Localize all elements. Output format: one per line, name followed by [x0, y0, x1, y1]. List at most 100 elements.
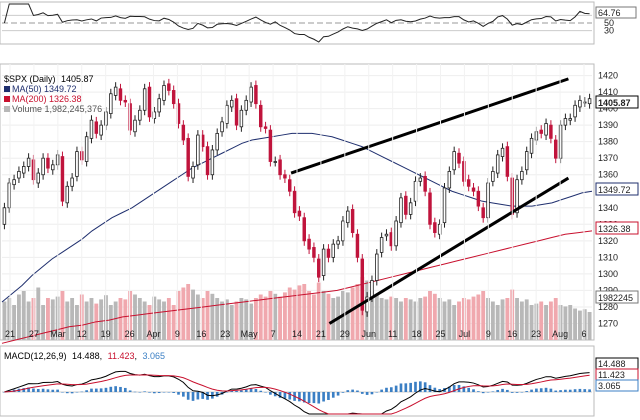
x-tick-label: 11 — [388, 329, 397, 339]
candle-body — [142, 88, 147, 111]
candle-body — [249, 86, 253, 103]
candle-body — [41, 157, 45, 176]
candle-body — [118, 88, 123, 101]
macd-hist-bar — [240, 390, 243, 392]
macd-hist-bar — [80, 391, 84, 393]
macd-hist-bar — [438, 389, 441, 392]
macd-hist-bar — [564, 389, 567, 392]
volume-bar — [316, 282, 321, 340]
candle-body — [539, 129, 543, 134]
candle-body — [186, 137, 190, 177]
volume-bar — [16, 294, 21, 340]
volume-bar — [195, 294, 200, 340]
candle-body — [544, 123, 548, 136]
candle-body — [65, 185, 70, 204]
candle-body — [331, 243, 336, 258]
macd-hist-bar — [114, 386, 117, 392]
macd-hist-bar — [32, 388, 35, 392]
volume-bar — [21, 291, 26, 340]
candle-body — [399, 197, 403, 224]
candle-body — [307, 238, 311, 250]
candle-body — [273, 161, 277, 163]
candle-body — [495, 154, 500, 174]
volume-bar — [481, 291, 486, 340]
macd-hist-bar — [452, 385, 456, 392]
candle-body — [442, 187, 447, 224]
candle-body — [500, 147, 505, 157]
macd-hist-bar — [573, 389, 577, 392]
volume-bar — [413, 301, 418, 340]
volume-bar — [108, 305, 113, 340]
macd-hist-bar — [269, 392, 272, 395]
candle-body — [312, 247, 316, 258]
candle-body — [147, 86, 152, 118]
macd-hist-bar — [549, 388, 553, 392]
candle-body — [133, 119, 137, 133]
volume-bar — [403, 298, 408, 340]
candle-body — [278, 159, 282, 176]
candle-body — [370, 280, 374, 298]
y-tick-label: 1290 — [598, 285, 618, 295]
volume-bar — [423, 296, 428, 340]
volume-bar — [166, 298, 171, 340]
candle-body — [423, 175, 427, 192]
macd-hist-bar — [191, 392, 195, 401]
candle-body — [181, 124, 186, 141]
macd-hist-bar — [588, 389, 591, 392]
volume-bar — [379, 298, 384, 340]
volume-bar — [253, 298, 258, 340]
volume-bar — [345, 292, 350, 340]
macd-hist-bar — [51, 389, 55, 392]
candle-body — [288, 179, 292, 192]
candle-body — [234, 98, 239, 126]
candle-body — [568, 118, 572, 121]
legend-ma50-swatch — [4, 86, 10, 92]
macd-hist-bar — [230, 390, 234, 392]
channel-lower-line — [328, 176, 570, 325]
candle-body — [326, 248, 331, 258]
macd-hist-bar — [172, 392, 176, 393]
candle-body — [336, 240, 340, 245]
candle-body — [341, 220, 345, 242]
channel-upper-line — [290, 77, 569, 175]
macd-hist-bar — [41, 388, 45, 392]
macd-hist-bar — [75, 391, 79, 393]
macd-hist-bar — [215, 392, 219, 397]
x-tick-label: May — [241, 329, 259, 339]
volume-bar — [244, 299, 249, 340]
macd-hist-bar — [491, 391, 495, 392]
candle-body — [75, 151, 79, 177]
macd-hist-bar — [423, 382, 427, 392]
volume-bar — [234, 301, 239, 340]
candle-body — [573, 104, 577, 118]
volume-bar — [84, 301, 89, 340]
volume-bar — [524, 299, 529, 340]
x-tick-label: 19 — [101, 329, 111, 339]
candle-body — [587, 98, 592, 105]
macd-hist-bar — [225, 392, 229, 393]
volume-bar — [476, 294, 481, 340]
x-tick-label: 27 — [29, 329, 39, 339]
volume-bar — [278, 296, 283, 340]
macd-hist-bar — [322, 392, 325, 402]
volume-bar — [137, 298, 142, 340]
macd-hist-bar — [356, 390, 359, 392]
legend-last-close: 1405.87 — [61, 74, 94, 84]
candle-body — [433, 222, 437, 233]
x-tick-label: 9 — [486, 329, 491, 339]
legend-symbol-name: $SPX (Daily) — [4, 74, 56, 84]
candle-body — [350, 209, 355, 233]
volume-bar — [553, 298, 558, 340]
macd-hist-bar — [235, 390, 238, 392]
candle-body — [113, 86, 118, 96]
ma50-badge — [595, 182, 639, 196]
candle-body — [157, 98, 161, 113]
macd-hist-bar — [360, 392, 364, 394]
last-close-badge-text: 1405.87 — [598, 98, 631, 108]
legend-symbol: $SPX (Daily) 1405.87 — [4, 74, 94, 84]
volume-bar — [50, 299, 55, 340]
candle-body — [578, 99, 582, 108]
candle-body — [109, 93, 113, 114]
macd-hist-bar — [472, 389, 475, 392]
volume-bar — [297, 285, 302, 340]
